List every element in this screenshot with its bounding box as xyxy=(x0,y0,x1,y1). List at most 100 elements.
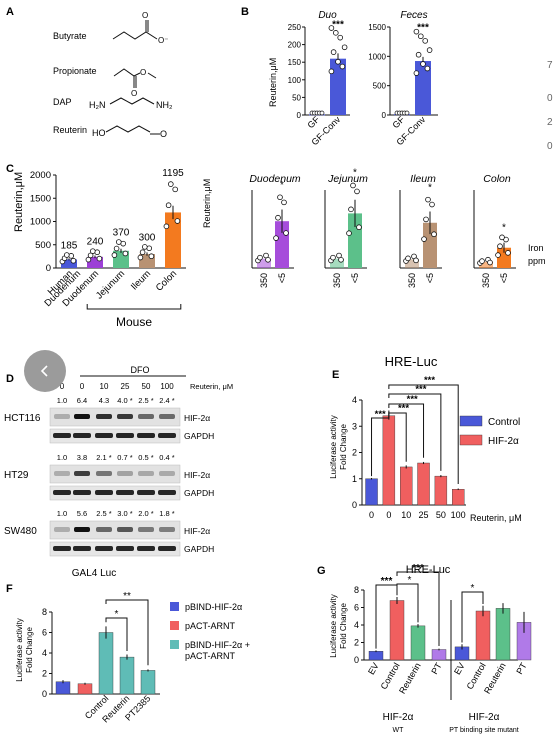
panel-b-y-tick-label: 50 xyxy=(292,93,301,102)
blot-quantification: 1.0 xyxy=(57,453,67,462)
panel-g-y-tick-label: 0 xyxy=(354,655,359,665)
panel-c-y-tick-label: 500 xyxy=(35,240,51,251)
panel-c-value-label: 300 xyxy=(139,232,156,243)
propionate-structure xyxy=(113,68,157,88)
panel-c-point xyxy=(116,239,122,245)
panel-c-bar xyxy=(61,259,77,268)
panel-e-bar xyxy=(434,475,448,506)
panel-b-significance: *** xyxy=(332,19,344,30)
panel-b-x-label: GF xyxy=(391,114,407,130)
iron-point-lt5 xyxy=(495,252,501,258)
panel-b-point-gfconv xyxy=(330,49,337,55)
panel-c-point xyxy=(165,202,172,209)
panel-b-chart-title: Feces xyxy=(400,10,427,21)
blot-strip-loading xyxy=(49,541,181,557)
panel-e-x-label: 25 xyxy=(419,510,429,520)
panel-e-ylabel-1: Luciferase activity xyxy=(329,415,338,479)
panel-b-y-tick-label: 500 xyxy=(373,82,387,91)
panel-f-y-tick-label: 8 xyxy=(42,607,47,617)
blot-loading-label: GAPDH xyxy=(184,544,214,554)
iron-bar-350 xyxy=(257,258,271,268)
reuterin-ho: HO xyxy=(92,128,106,138)
chem-label-reuterin: Reuterin xyxy=(53,125,87,135)
panel-b-significance: *** xyxy=(417,23,429,34)
panel-g-group1: HIF-2α xyxy=(383,712,414,723)
panel-c-y-tick-label: 0 xyxy=(46,263,51,274)
butyrate-o-minus: O⁻ xyxy=(158,36,168,45)
panel-g-x-label: PT xyxy=(514,661,529,676)
panel-c-point xyxy=(174,218,181,224)
propionate-o-ether: O xyxy=(140,68,146,77)
panel-c-point xyxy=(96,255,103,262)
panel-e-significance: *** xyxy=(398,403,409,414)
blot-quantification: 4.0 * xyxy=(117,396,133,405)
blot-band-loading xyxy=(116,546,134,551)
chem-label-butyrate: Butyrate xyxy=(53,31,87,41)
panel-f-y-tick-label: 0 xyxy=(42,689,47,699)
blot-band-loading xyxy=(53,433,71,438)
panel-e-bar xyxy=(365,478,378,506)
panel-g-bar xyxy=(475,610,491,661)
panel-e-significance: *** xyxy=(424,375,435,386)
panel-b-point-gfconv xyxy=(422,38,429,44)
blot-concentration-label: 10 xyxy=(100,382,109,391)
panel-c-point xyxy=(68,253,74,259)
blot-band-loading xyxy=(53,490,71,495)
blot-cell-line-label: HT29 xyxy=(4,470,29,481)
panel-f-bar xyxy=(98,632,114,695)
panel-g-significance: * xyxy=(471,583,475,594)
blot-band-loading xyxy=(95,546,113,551)
panel-g-bar xyxy=(410,625,426,661)
panel-g-x-label: PT xyxy=(429,661,444,676)
panel-b-y-tick-label: 200 xyxy=(288,41,302,50)
panel-b-bar-gfconv xyxy=(415,61,431,115)
panel-f-significance: ** xyxy=(123,591,131,602)
blot-band-loading xyxy=(95,433,113,438)
back-button[interactable] xyxy=(24,350,66,392)
blot-band-loading xyxy=(73,546,91,551)
blot-band-loading xyxy=(158,490,176,495)
iron-point-lt5 xyxy=(431,231,437,238)
panel-g-sig-bracket xyxy=(396,571,440,646)
panel-g-title: HRE-Luc xyxy=(406,564,451,576)
iron-chart-title: Colon xyxy=(483,173,511,185)
blot-band-target xyxy=(159,414,175,419)
blot-quantification: 2.4 * xyxy=(159,396,175,405)
iron-chart-title: Jejunum xyxy=(327,173,368,185)
iron-x-label: <5 xyxy=(277,273,287,283)
panel-e-legend-label: Control xyxy=(488,417,520,428)
panel-e-x-label: 10 xyxy=(401,510,411,520)
blot-band-loading xyxy=(116,490,134,495)
iron-point-lt5 xyxy=(497,243,503,250)
panel-c-value-label: 185 xyxy=(61,241,78,252)
panel-g-ylabel-2: Fold Change xyxy=(339,603,348,649)
panel-e-xunit: Reuterin, μM xyxy=(470,513,522,523)
panel-g-ylabel-1: Luciferase activity xyxy=(329,594,338,658)
panel-f-bar xyxy=(77,683,93,695)
panel-g-y-tick-label: 8 xyxy=(354,585,359,595)
blot-band-target xyxy=(117,527,133,532)
panel-g-bar xyxy=(431,649,447,661)
blot-band-target xyxy=(138,414,154,419)
panel-d-letter: D xyxy=(6,373,14,385)
panel-f: F GAL4 Luc Luciferase activity Fold Chan… xyxy=(6,568,250,724)
iron-unit-ppm: ppm xyxy=(528,256,546,266)
iron-point-350 xyxy=(405,255,411,262)
panel-a: A Butyrate O O⁻ Propionate O O DAP H₂N N… xyxy=(6,6,173,139)
panel-e-sig-bracket xyxy=(388,384,459,484)
panel-b-point-gfconv xyxy=(417,33,424,40)
iron-x-label: 350 xyxy=(259,273,269,288)
panel-b-ylabel: Reuterin,μM xyxy=(268,58,278,107)
panel-e-sig-bracket xyxy=(388,412,407,462)
panel-f-ylabel-1: Luciferase activity xyxy=(15,618,24,682)
panel-f-legend-label: pBIND-HIF-2α xyxy=(185,602,242,612)
iron-point-350 xyxy=(413,257,419,264)
blot-strip-target xyxy=(49,407,181,427)
panel-g-sig-bracket xyxy=(396,583,419,623)
panel-f-y-tick-label: 2 xyxy=(42,669,47,679)
panel-c-x-label: Ileum xyxy=(129,268,153,292)
blot-band-target xyxy=(74,527,90,532)
reuterin-conc-label: Reuterin, μM xyxy=(190,382,233,391)
panel-f-legend-swatch xyxy=(170,602,179,611)
